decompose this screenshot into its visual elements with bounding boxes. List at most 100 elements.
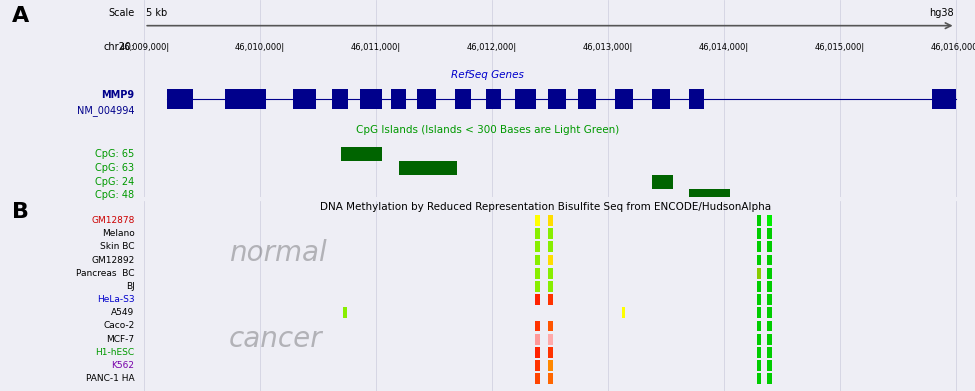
Bar (757, 281, 761, 292)
Text: DNA Methylation by Reduced Representation Bisulfite Seq from ENCODE/HudsonAlpha: DNA Methylation by Reduced Representatio… (321, 203, 771, 212)
Bar (341, 147, 382, 161)
Text: normal: normal (229, 239, 327, 267)
Bar (535, 268, 540, 279)
Bar (535, 321, 540, 331)
Bar (416, 89, 437, 109)
Bar (767, 321, 772, 331)
Bar (932, 89, 955, 109)
Bar (652, 89, 671, 109)
Text: 5 kb: 5 kb (146, 8, 168, 18)
Text: CpG: 63: CpG: 63 (96, 163, 135, 173)
Text: CpG Islands (Islands < 300 Bases are Light Green): CpG Islands (Islands < 300 Bases are Lig… (356, 126, 619, 135)
Bar (757, 334, 761, 344)
Bar (535, 215, 540, 226)
Bar (767, 373, 772, 384)
Bar (548, 321, 553, 331)
Bar (615, 89, 634, 109)
Bar (767, 242, 772, 252)
Text: 46,013,000|: 46,013,000| (583, 43, 633, 52)
Bar (548, 255, 553, 265)
Bar (689, 188, 729, 203)
Bar (343, 307, 347, 318)
Bar (535, 334, 540, 344)
Bar (360, 89, 382, 109)
Bar (548, 89, 566, 109)
Bar (548, 215, 553, 226)
Bar (767, 228, 772, 239)
Text: GM12878: GM12878 (92, 216, 135, 225)
Bar (767, 334, 772, 344)
Bar (767, 294, 772, 305)
Bar (757, 228, 761, 239)
Text: 46,010,000|: 46,010,000| (235, 43, 286, 52)
Bar (757, 242, 761, 252)
Bar (767, 307, 772, 318)
Bar (548, 334, 553, 344)
Bar (168, 89, 193, 109)
Bar (767, 347, 772, 358)
Text: Melano: Melano (101, 229, 135, 238)
Bar (332, 89, 348, 109)
Bar (515, 89, 536, 109)
Bar (548, 228, 553, 239)
Text: NM_004994: NM_004994 (77, 105, 135, 116)
Text: 46,016,000|: 46,016,000| (930, 43, 975, 52)
Bar (757, 347, 761, 358)
Bar (535, 242, 540, 252)
Bar (535, 360, 540, 371)
Text: K562: K562 (111, 361, 135, 370)
Bar (548, 268, 553, 279)
Bar (757, 294, 761, 305)
Bar (757, 307, 761, 318)
Bar (652, 175, 673, 188)
Bar (548, 373, 553, 384)
Bar (757, 255, 761, 265)
Bar (757, 268, 761, 279)
Text: Caco-2: Caco-2 (103, 321, 135, 330)
Text: CpG: 65: CpG: 65 (96, 149, 135, 159)
Text: HeLa-S3: HeLa-S3 (97, 295, 135, 304)
Text: 46,009,000|: 46,009,000| (119, 43, 170, 52)
Text: 46,012,000|: 46,012,000| (467, 43, 517, 52)
Text: CpG: 48: CpG: 48 (96, 190, 135, 201)
Bar (535, 281, 540, 292)
Bar (535, 347, 540, 358)
Bar (548, 281, 553, 292)
Bar (455, 89, 471, 109)
Text: MMP9: MMP9 (101, 90, 135, 100)
Bar (767, 268, 772, 279)
Bar (487, 89, 501, 109)
Bar (548, 294, 553, 305)
Bar (622, 307, 625, 318)
Bar (535, 228, 540, 239)
Text: MCF-7: MCF-7 (106, 335, 135, 344)
Bar (757, 360, 761, 371)
Text: CpG: 24: CpG: 24 (96, 177, 135, 187)
Text: Scale: Scale (108, 8, 135, 18)
Text: cancer: cancer (229, 325, 323, 353)
Text: B: B (12, 203, 28, 222)
Text: GM12892: GM12892 (92, 256, 135, 265)
Bar (548, 360, 553, 371)
Bar (399, 161, 457, 175)
Bar (535, 255, 540, 265)
Text: 46,015,000|: 46,015,000| (814, 43, 865, 52)
Bar (391, 89, 407, 109)
Bar (548, 347, 553, 358)
Bar (767, 215, 772, 226)
Bar (757, 321, 761, 331)
Bar (689, 89, 704, 109)
Bar (757, 215, 761, 226)
Text: Skin BC: Skin BC (100, 242, 135, 251)
Bar (548, 242, 553, 252)
Text: PANC-1 HA: PANC-1 HA (86, 374, 135, 383)
Text: 46,014,000|: 46,014,000| (699, 43, 749, 52)
Bar (225, 89, 266, 109)
Text: A549: A549 (111, 308, 135, 317)
Text: chr20:: chr20: (103, 42, 135, 52)
Bar (535, 373, 540, 384)
Bar (767, 281, 772, 292)
Text: H1-hESC: H1-hESC (96, 348, 135, 357)
Bar (578, 89, 597, 109)
Bar (767, 360, 772, 371)
